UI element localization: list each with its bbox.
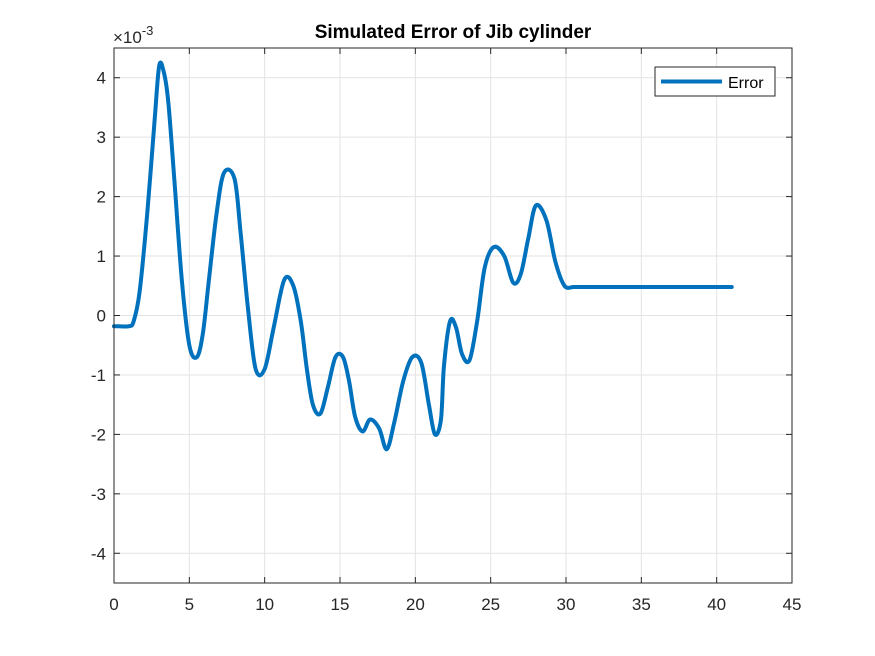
x-tick-label: 35 (632, 595, 651, 614)
y-tick-labels: -4 -3 -2 -1 0 1 2 3 4 (91, 69, 106, 564)
x-tick-label: 10 (255, 595, 274, 614)
y-tick-label: 4 (97, 69, 106, 88)
series-line-error (112, 60, 734, 452)
y-exponent-base: ×10 (113, 28, 142, 47)
legend-label-error: Error (728, 75, 764, 92)
y-tick-label: -2 (91, 425, 106, 444)
y-tick-label: -3 (91, 485, 106, 504)
y-tick-label: -1 (91, 366, 106, 385)
x-tick-label: 45 (783, 595, 802, 614)
x-tick-labels: 0 5 10 15 20 25 30 35 40 45 (109, 595, 801, 614)
x-tick-label: 25 (481, 595, 500, 614)
y-tick-label: 3 (97, 128, 106, 147)
x-tick-label: 30 (557, 595, 576, 614)
x-tick-label: 5 (185, 595, 194, 614)
y-exponent-label: ×10-3 (113, 23, 153, 47)
x-tick-label: 20 (406, 595, 425, 614)
y-tick-label: 0 (97, 307, 106, 326)
x-tick-label: 15 (331, 595, 350, 614)
y-tick-label: -4 (91, 544, 106, 563)
tick-marks (113, 48, 793, 583)
legend: Error (654, 66, 776, 97)
x-tick-label: 40 (707, 595, 726, 614)
y-exponent-power: -3 (142, 23, 154, 38)
series-layer (112, 60, 734, 452)
grid-lines (113, 48, 793, 583)
y-tick-label: 1 (97, 247, 106, 266)
y-tick-label: 2 (97, 188, 106, 207)
x-tick-label: 0 (109, 595, 118, 614)
chart-title: Simulated Error of Jib cylinder (315, 22, 592, 43)
